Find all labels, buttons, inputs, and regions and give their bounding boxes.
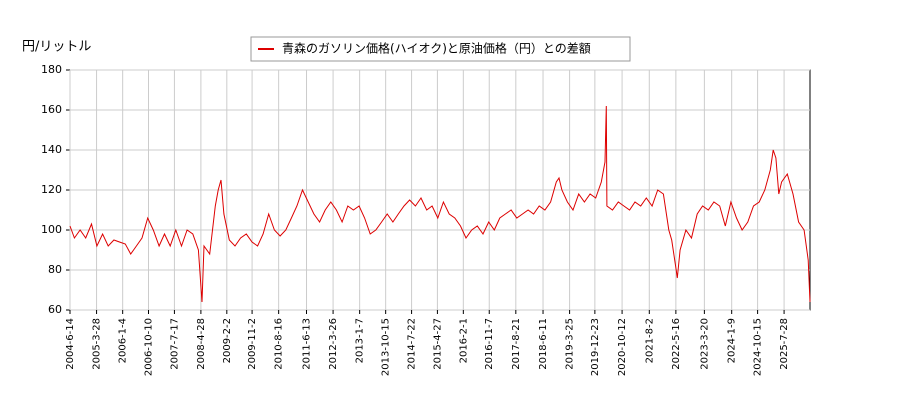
x-tick-label: 2024-1-9 (727, 318, 738, 363)
legend-box (250, 36, 631, 62)
legend-label: 青森のガソリン価格(ハイオク)と原油価格（円）との差額 (282, 41, 591, 56)
x-tick-label: 2019-3-25 (565, 318, 576, 370)
data-line (69, 105, 811, 303)
x-tick-label: 2023-3-20 (699, 318, 710, 370)
x-tick-label: 2005-3-28 (92, 318, 103, 370)
x-tick-label: 2021-8-2 (644, 318, 655, 363)
y-tick-label: 140 (41, 143, 62, 156)
x-tick-label: 2025-7-28 (779, 318, 790, 370)
x-tick-label: 2007-7-17 (169, 318, 180, 370)
x-tick-label: 2011-6-13 (302, 318, 313, 370)
x-tick-label: 2009-2-2 (222, 318, 233, 363)
y-tick-label: 180 (41, 63, 62, 76)
x-tick-label: 2006-1-4 (118, 318, 129, 363)
x-tick-label: 2008-4-28 (196, 318, 207, 370)
y-tick-label: 160 (41, 103, 62, 116)
x-tick-label: 2022-5-16 (671, 318, 682, 370)
y-tick-label: 80 (48, 263, 62, 276)
x-tick-label: 2016-2-1 (458, 318, 469, 363)
x-tick-label: 2009-11-2 (247, 318, 258, 370)
x-tick-label: 2016-11-7 (484, 318, 495, 370)
y-tick-label: 60 (48, 303, 62, 316)
y-axis-label: 円/リットル (22, 40, 91, 55)
x-tick-label: 2013-10-15 (381, 318, 392, 376)
y-tick-label: 100 (41, 223, 62, 236)
y-tick-label: 120 (41, 183, 62, 196)
x-tick-label: 2012-3-26 (328, 318, 339, 370)
x-tick-label: 2006-10-10 (143, 318, 154, 376)
x-tick-label: 2010-8-16 (274, 318, 285, 370)
x-tick-label: 2014-7-22 (407, 318, 418, 370)
x-tick-label: 2017-8-21 (511, 318, 522, 370)
x-tick-label: 2018-6-11 (538, 318, 549, 370)
x-tick-label: 2013-1-7 (355, 318, 366, 363)
x-tick-label: 2020-10-12 (617, 318, 628, 376)
x-tick-label: 2015-4-27 (432, 318, 443, 370)
x-tick-label: 2019-12-23 (590, 318, 601, 376)
x-tick-label: 2024-10-15 (753, 318, 764, 376)
x-tick-label: 2004-6-14 (65, 318, 76, 370)
